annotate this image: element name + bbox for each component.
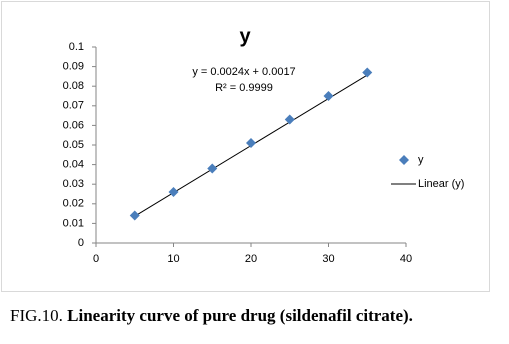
data-point [362, 67, 373, 78]
y-tick-label: 0.09 [63, 61, 84, 73]
y-tick-label: 0.1 [69, 41, 84, 53]
y-tick-label: 0.04 [63, 159, 84, 171]
caption: FIG.10. Linearity curve of pure drug (si… [10, 306, 413, 326]
caption-text: Linearity curve of pure drug (sildenafil… [67, 306, 413, 325]
equation: y = 0.0024x + 0.0017 [192, 66, 295, 78]
chart-border [1, 1, 490, 292]
y-tick-label: 0.05 [63, 139, 84, 151]
y-tick-label: 0.07 [63, 100, 84, 112]
legend-label: Linear (y) [418, 178, 464, 190]
data-point [323, 91, 334, 101]
x-tick-label: 40 [400, 253, 412, 265]
caption-label: FIG.10. [10, 306, 63, 325]
y-tick-label: 0.06 [63, 119, 84, 131]
x-tick-label: 30 [322, 253, 334, 265]
x-tick-label: 0 [93, 253, 99, 265]
legend-marker [399, 155, 409, 165]
x-tick-label: 10 [167, 253, 179, 265]
y-tick-label: 0.08 [63, 80, 84, 92]
r-squared: R² = 0.9999 [215, 82, 273, 94]
y-tick-label: 0.01 [63, 217, 84, 229]
data-point [168, 187, 179, 198]
chart: y y = 0.0024x + 0.0017 R² = 0.9999 0 0.01… [1, 1, 490, 292]
legend-label: y [418, 154, 424, 166]
data-point [246, 138, 256, 149]
data-point [207, 163, 218, 174]
chart-title: y [239, 25, 251, 47]
y-tick-label: 0.02 [63, 198, 84, 210]
x-tick-label: 20 [245, 253, 257, 265]
data-point [129, 210, 140, 221]
data-point [284, 114, 295, 125]
y-tick-label: 0.03 [63, 178, 84, 190]
y-tick-label: 0 [78, 237, 84, 249]
